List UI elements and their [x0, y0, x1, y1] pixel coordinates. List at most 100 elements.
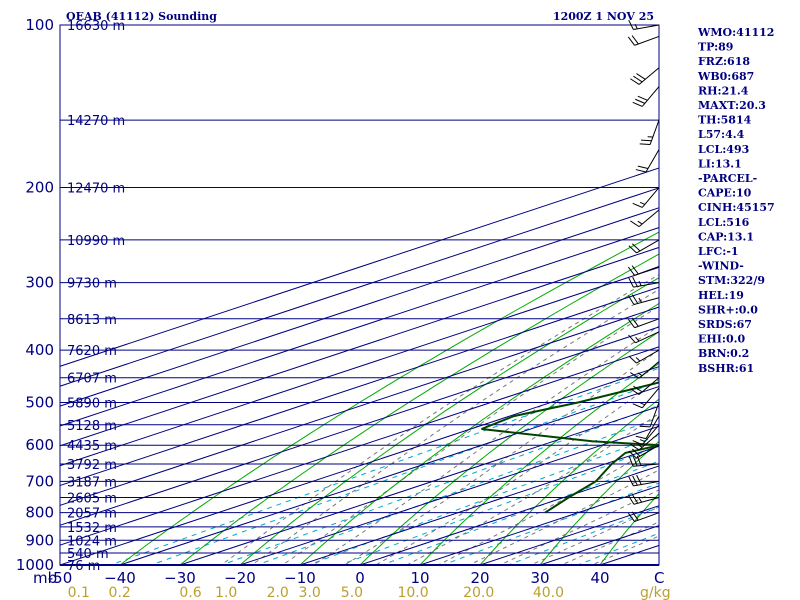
wind-barb-staff: [634, 512, 660, 523]
wind-barb-staff: [633, 480, 660, 487]
wind-barb-flag: [632, 202, 643, 208]
wind-barb: [630, 361, 660, 379]
wind-barb-staff: [634, 35, 660, 46]
temperature-tick-label: 10: [410, 569, 429, 587]
temperature-tick-label: -50: [48, 569, 73, 587]
height-label: 540 m: [67, 547, 109, 562]
wind-barb: [632, 387, 660, 409]
wind-barb: [635, 415, 660, 440]
wind-barb-half-flag: [637, 220, 643, 225]
wind-barb: [632, 86, 660, 107]
wind-barb-flag: [641, 139, 652, 142]
moist-adiabat: [560, 521, 659, 565]
height-label: 14270 m: [67, 114, 125, 129]
pressure-tick-label: 700: [25, 472, 54, 490]
height-label: 2057 m: [67, 507, 117, 522]
wind-barb: [632, 424, 660, 446]
height-label: 6707 m: [67, 372, 117, 387]
stat-line: STM:322/9: [698, 274, 765, 287]
isotherm: [60, 346, 659, 546]
stat-line: WB0:687: [697, 70, 754, 83]
wind-barb-half-flag: [635, 357, 641, 362]
moist-adiabat: [405, 412, 659, 565]
wind-barb: [627, 317, 660, 329]
isotherm: [60, 286, 659, 487]
height-label: 5890 m: [67, 396, 117, 411]
wind-barb-flag: [631, 317, 639, 327]
stat-line: SRDS:67: [698, 318, 752, 331]
wind-barb-flag: [630, 443, 640, 451]
wind-barb-half-flag: [639, 201, 646, 205]
mixing-ratio-label: 1.0: [215, 585, 237, 600]
mixing-ratio-line: [506, 506, 659, 565]
wind-barb-staff: [633, 463, 660, 467]
dry-adiabat: [299, 302, 659, 565]
wind-barb-staff: [641, 387, 660, 409]
stat-line: RH:21.4: [698, 84, 749, 97]
isotherm: [298, 445, 659, 565]
mixing-ratio-label: 0.1: [68, 585, 90, 600]
height-label: 16630 m: [67, 19, 125, 34]
wind-barb-staff: [638, 377, 660, 395]
isotherm: [60, 187, 659, 387]
isotherm: [358, 465, 659, 565]
wind-barb-flag: [627, 266, 635, 276]
moist-adiabat: [343, 349, 659, 565]
wind-barb-flag: [630, 372, 640, 379]
stat-line: CINH:45157: [698, 201, 775, 214]
stat-line: HEL:19: [698, 289, 744, 302]
dry-adiabat: [179, 253, 659, 565]
height-label: 1532 m: [67, 521, 117, 536]
wind-barb: [628, 331, 660, 344]
wind-barb-staff: [634, 318, 660, 329]
wind-barb-flag: [627, 295, 635, 305]
wind-barb-flag: [627, 495, 635, 505]
wind-barb: [627, 35, 660, 46]
mixing-ratio-label: 3.0: [299, 585, 321, 600]
wind-barb-flag: [630, 220, 640, 228]
mixing-ratio-label: 20.0: [463, 585, 494, 600]
plot-border: [59, 24, 660, 566]
isotherm: [60, 306, 659, 506]
wind-barb: [627, 294, 660, 305]
isotherms: [60, 167, 659, 565]
height-label: 3187 m: [67, 475, 117, 490]
wind-barb-flag: [636, 474, 642, 485]
height-label: 7620 m: [67, 344, 117, 359]
pressure-tick-label: 500: [25, 393, 54, 411]
isotherm: [60, 366, 659, 565]
stat-line: TH:5814: [698, 114, 752, 127]
wind-barb: [639, 402, 660, 428]
wind-barb: [627, 265, 660, 276]
temperature-tick-label: 40: [590, 569, 609, 587]
wind-barb-flag: [630, 388, 640, 395]
wind-barb-flag: [628, 476, 634, 487]
wind-barb-staff: [638, 209, 660, 228]
height-label: 5128 m: [67, 419, 117, 434]
mixing-ratio-line: [109, 367, 659, 565]
mixing-ratio-label: 2.0: [267, 585, 289, 600]
corner-unit-label: mb: [33, 569, 57, 587]
stat-line: FRZ:618: [698, 55, 750, 68]
wind-barb-half-flag: [637, 372, 643, 377]
wind-barb-flag: [639, 143, 651, 146]
stat-line: BSHR:61: [698, 362, 754, 375]
wind-barb-staff: [645, 149, 660, 173]
isotherm: [118, 385, 659, 565]
wind-barb-staff: [641, 187, 660, 208]
wind-barb-flag: [637, 165, 649, 169]
temperature-tick-label: −40: [104, 569, 136, 587]
mixing-ratio-line: [441, 482, 659, 565]
wind-barb-flag: [633, 75, 643, 83]
wind-barb: [635, 149, 660, 173]
stat-line: EHI:0.0: [698, 333, 745, 346]
isotherm: [60, 326, 659, 526]
wind-barb-flag: [635, 435, 647, 440]
temperature-tick-label: 20: [470, 569, 489, 587]
pressure-tick-label: 900: [25, 531, 54, 549]
wind-barb-flag: [639, 425, 651, 428]
wind-barb-flag: [631, 35, 639, 45]
wind-barb-flag: [632, 403, 643, 409]
wind-barb-staff: [633, 24, 660, 31]
